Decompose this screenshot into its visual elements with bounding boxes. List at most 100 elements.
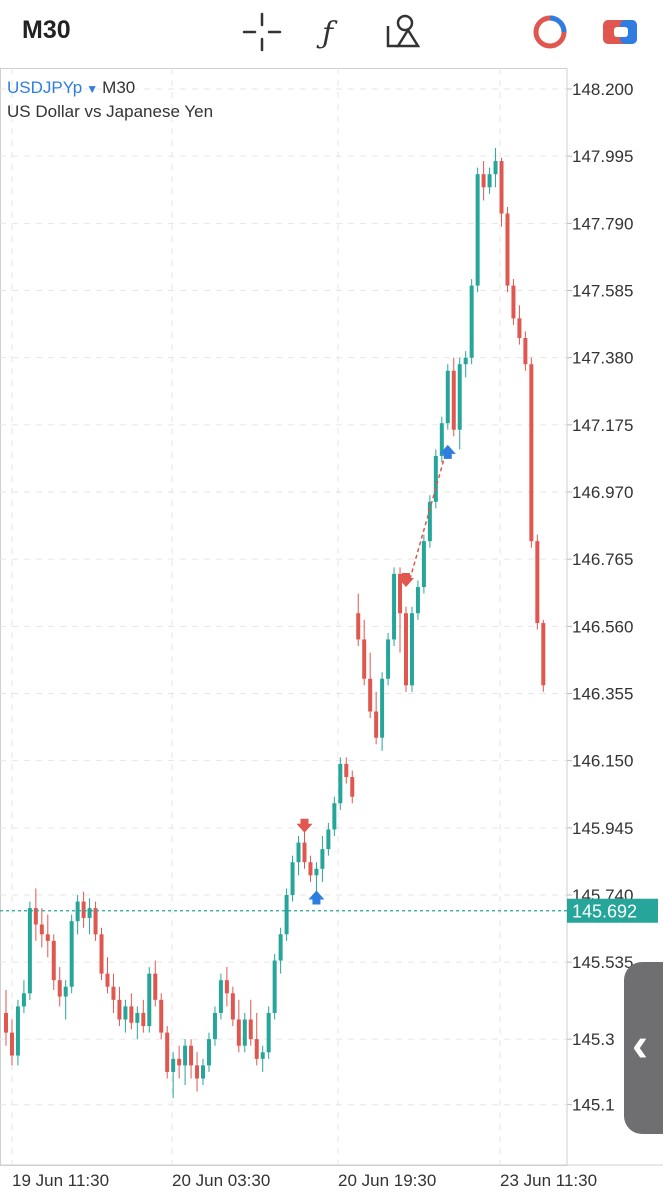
candle <box>206 1032 211 1072</box>
y-tick-label: 147.585 <box>572 282 633 301</box>
candle-body <box>302 842 307 863</box>
toolbar: M30 ƒ <box>0 0 663 68</box>
candle-body <box>117 999 122 1020</box>
y-tick-label: 147.995 <box>572 147 633 166</box>
candle <box>21 980 26 1013</box>
candle-body <box>224 980 229 994</box>
symbol-name[interactable]: USDJPYp <box>7 78 83 97</box>
candle-body <box>463 357 468 365</box>
candle-body <box>457 364 462 430</box>
candle <box>147 967 152 1033</box>
candle <box>27 901 32 1000</box>
candle <box>398 567 403 653</box>
candle <box>392 567 397 646</box>
candle <box>69 914 74 994</box>
chevron-left-icon: ‹ <box>632 1019 648 1072</box>
candle <box>81 891 86 928</box>
candle-body <box>362 639 367 679</box>
candle <box>123 999 128 1033</box>
y-tick-label: 148.200 <box>572 80 633 99</box>
candle <box>320 836 325 882</box>
candle <box>445 364 450 430</box>
candle <box>33 888 38 941</box>
candle <box>9 1019 14 1066</box>
y-tick-label: 147.175 <box>572 416 633 435</box>
candle-body <box>195 1065 200 1079</box>
y-tick-label: 147.790 <box>572 214 633 233</box>
dropdown-caret-icon[interactable]: ▼ <box>86 82 99 96</box>
candle-body <box>33 908 38 925</box>
candle-body <box>541 623 546 686</box>
y-tick-label: 145.1 <box>572 1096 615 1115</box>
candle-body <box>260 1052 265 1059</box>
function-icon[interactable]: ƒ <box>312 12 352 52</box>
candle-body <box>278 934 283 961</box>
candle-body <box>403 613 408 686</box>
candle-body <box>9 1032 14 1056</box>
trading-icon[interactable] <box>530 12 570 52</box>
candle-body <box>487 174 492 188</box>
candle <box>529 357 534 548</box>
candle-body <box>296 842 301 863</box>
candle-body <box>206 1039 211 1066</box>
candle-body <box>248 1019 253 1040</box>
x-tick-label: 20 Jun 03:30 <box>172 1171 270 1190</box>
candle <box>451 357 456 437</box>
candle <box>51 934 56 991</box>
candle-body <box>439 423 444 456</box>
candle-body <box>320 849 325 869</box>
candle-body <box>189 1045 194 1066</box>
sell-arrow-icon <box>296 818 313 833</box>
candle <box>403 606 408 692</box>
y-tick-label: 146.560 <box>572 617 633 636</box>
candle <box>362 619 367 686</box>
side-panel-handle[interactable]: ‹ <box>624 962 663 1134</box>
buy-arrow-icon <box>308 890 325 905</box>
candle <box>129 993 134 1030</box>
timeframe-button[interactable]: M30 <box>22 16 71 44</box>
candle <box>15 999 20 1066</box>
candle <box>374 691 379 745</box>
candle-body <box>344 763 349 778</box>
candle <box>272 953 277 1020</box>
candle-body <box>481 174 486 188</box>
crosshair-icon[interactable] <box>242 12 282 52</box>
candle-body <box>421 541 426 588</box>
candle-body <box>39 924 44 935</box>
candle <box>99 927 104 981</box>
candle <box>171 1052 176 1099</box>
candle-body <box>499 161 504 214</box>
candle <box>308 855 313 882</box>
objects-icon[interactable] <box>382 12 422 52</box>
candle-body <box>254 1039 259 1059</box>
candle-body <box>380 678 385 738</box>
candle <box>266 1006 271 1059</box>
candle-body <box>433 455 438 502</box>
candle <box>4 990 8 1046</box>
candle <box>201 1058 206 1086</box>
candle <box>463 351 468 378</box>
candle-body <box>177 1058 182 1066</box>
candle-body <box>368 678 373 712</box>
switch-icon[interactable] <box>600 12 640 52</box>
y-tick-label: 147.380 <box>572 349 633 368</box>
candle-body <box>63 986 68 997</box>
candle-body <box>266 1012 271 1053</box>
candle-body <box>505 213 510 286</box>
candle-body <box>392 573 397 640</box>
y-tick-label: 146.970 <box>572 483 633 502</box>
candle <box>332 796 337 837</box>
candle <box>278 927 283 974</box>
candle <box>296 836 301 876</box>
candle-body <box>129 1006 134 1023</box>
x-tick-label: 20 Jun 19:30 <box>338 1171 436 1190</box>
plot-frame <box>0 68 568 1166</box>
candle <box>141 999 146 1033</box>
candle-body <box>529 364 534 542</box>
candle-body <box>469 285 474 358</box>
buy-arrow-icon <box>439 444 456 459</box>
candle-body <box>398 573 403 614</box>
candle <box>230 986 235 1027</box>
y-tick-label: 146.150 <box>572 752 633 771</box>
